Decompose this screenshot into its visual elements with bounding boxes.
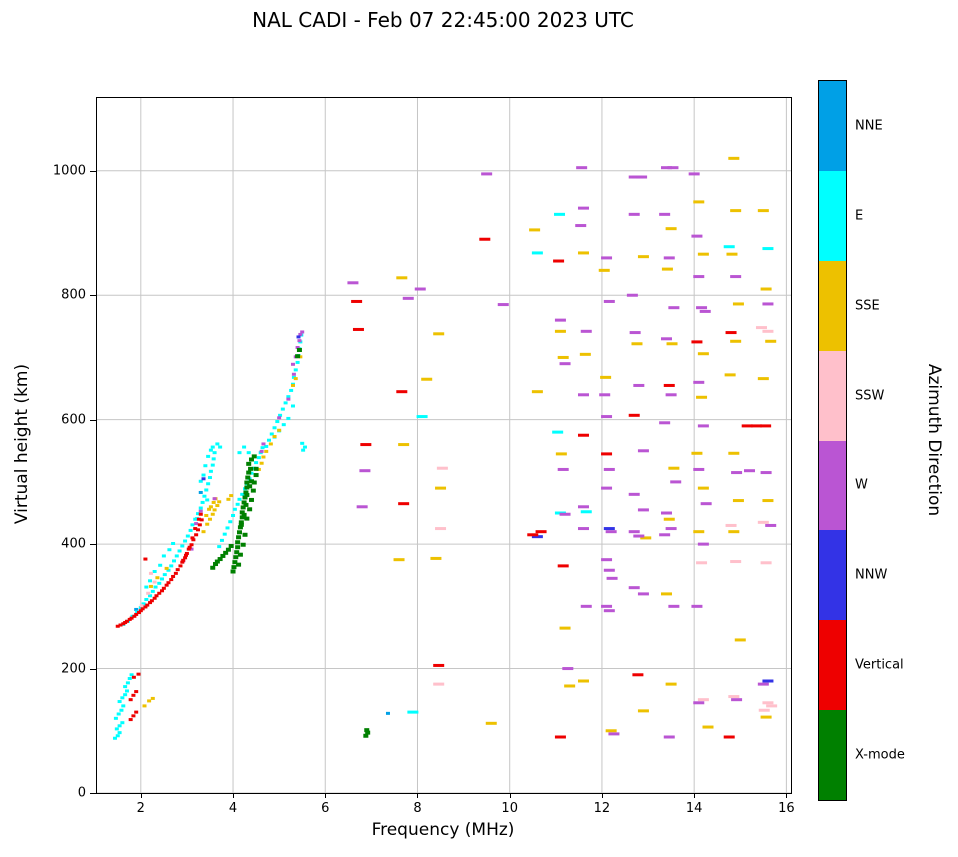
y-tick-label: 800 [61,287,86,303]
colorbar-entry-label: Vertical [855,657,904,673]
x-tick-mark [233,793,235,798]
y-tick-mark [90,668,96,670]
series-vertical [115,237,772,739]
plot-area [96,97,792,794]
x-tick-mark [786,793,788,798]
colorbar-entry-label: NNE [855,118,883,134]
x-tick-label: 8 [413,801,422,816]
colorbar [818,80,847,801]
colorbar-entry-label: NNW [855,567,888,583]
colorbar-axis-label: Azimuth Direction [924,363,944,517]
y-tick-label: 400 [61,536,86,552]
x-tick-mark [601,793,603,798]
series-nnw [201,335,774,683]
x-tick-label: 10 [501,801,518,816]
x-tick-label: 2 [136,801,145,816]
x-tick-label: 16 [778,801,795,816]
y-tick-mark [90,544,96,546]
colorbar-entry-label: SSW [855,388,885,404]
scatter-canvas [97,98,791,793]
x-tick-mark [509,793,511,798]
series-ssw [139,326,778,712]
x-tick-mark [694,793,696,798]
gridlines [97,98,791,793]
colorbar-entry-label: SSE [855,298,880,314]
colorbar-segment-vertical [819,620,846,711]
colorbar-segment-w [819,440,846,531]
series-e [112,212,774,740]
series-nne [134,490,390,715]
x-tick-label: 12 [593,801,611,816]
series-w [181,166,777,739]
y-tick-mark [90,295,96,297]
y-tick-label: 0 [77,785,86,801]
series-sse [142,156,777,733]
colorbar-segment-sse [819,260,846,351]
colorbar-segment-nne [819,81,846,171]
y-tick-label: 200 [61,661,86,677]
colorbar-entry-label: E [855,208,864,224]
x-tick-label: 4 [228,801,238,816]
colorbar-segment-x-mode [819,710,846,800]
colorbar-entry-label: X-mode [855,747,905,763]
x-axis-label: Frequency (MHz) [371,820,515,840]
colorbar-segment-ssw [819,350,846,441]
x-tick-mark [417,793,419,798]
y-tick-mark [90,793,96,794]
x-tick-label: 6 [321,801,330,816]
colorbar-entry-label: W [855,477,868,493]
x-tick-mark [325,793,327,798]
y-tick-label: 1000 [52,163,86,179]
colorbar-segment-e [819,170,846,261]
x-tick-label: 14 [685,801,703,816]
y-tick-mark [90,419,96,421]
chart-title: NAL CADI - Feb 07 22:45:00 2023 UTC [252,8,634,32]
x-tick-mark [140,793,142,798]
y-tick-label: 600 [61,412,86,428]
y-axis-label: Virtual height (km) [12,363,32,525]
series-x-mode [210,347,371,738]
y-tick-mark [90,170,96,172]
colorbar-segment-nnw [819,530,846,621]
